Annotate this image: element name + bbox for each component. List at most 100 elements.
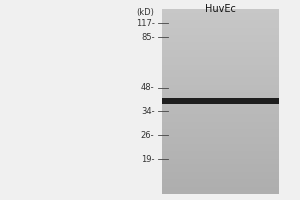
Bar xyxy=(162,176,279,177)
Bar xyxy=(162,74,279,76)
Bar xyxy=(162,183,279,185)
Bar xyxy=(162,157,279,159)
Bar xyxy=(162,92,279,94)
Bar xyxy=(162,70,279,72)
Bar xyxy=(162,124,279,126)
Bar xyxy=(162,187,279,188)
Bar xyxy=(162,179,279,181)
Bar xyxy=(162,42,279,44)
Text: 34-: 34- xyxy=(141,107,154,116)
Bar xyxy=(162,16,279,18)
Bar xyxy=(162,161,279,163)
Text: 117-: 117- xyxy=(136,19,154,27)
Bar xyxy=(162,133,279,135)
Bar xyxy=(162,76,279,77)
Bar xyxy=(162,114,279,116)
Text: 19-: 19- xyxy=(141,154,154,164)
Bar xyxy=(162,63,279,64)
Bar xyxy=(162,83,279,85)
Bar xyxy=(162,150,279,151)
Bar xyxy=(162,135,279,137)
Bar xyxy=(162,185,279,187)
Bar xyxy=(162,153,279,155)
Bar xyxy=(162,172,279,174)
Bar xyxy=(162,26,279,27)
Bar xyxy=(162,22,279,24)
Bar xyxy=(162,46,279,48)
Bar xyxy=(162,39,279,40)
Bar xyxy=(162,174,279,176)
Bar xyxy=(162,59,279,61)
Bar xyxy=(162,159,279,161)
Bar xyxy=(162,18,279,20)
Bar xyxy=(162,52,279,53)
Bar xyxy=(162,96,279,98)
Bar xyxy=(162,111,279,113)
Bar xyxy=(162,15,279,16)
Bar xyxy=(162,127,279,129)
Bar xyxy=(162,192,279,194)
Bar xyxy=(162,126,279,127)
Bar xyxy=(162,94,279,96)
Bar xyxy=(162,137,279,138)
Bar xyxy=(162,98,279,104)
Bar xyxy=(162,79,279,81)
Bar xyxy=(162,100,279,102)
Text: 48-: 48- xyxy=(141,83,154,92)
Bar xyxy=(162,98,279,100)
Bar xyxy=(162,85,279,87)
Bar xyxy=(162,190,279,192)
Bar xyxy=(162,35,279,37)
Bar xyxy=(162,55,279,57)
Bar xyxy=(162,148,279,150)
Bar xyxy=(162,72,279,74)
Bar xyxy=(162,105,279,107)
Bar xyxy=(162,61,279,63)
Bar xyxy=(162,13,279,15)
Text: (kD): (kD) xyxy=(136,8,154,17)
Bar xyxy=(162,77,279,79)
Bar xyxy=(162,122,279,124)
Bar xyxy=(162,90,279,92)
Text: 26-: 26- xyxy=(141,131,154,140)
Bar xyxy=(162,181,279,183)
Bar xyxy=(162,29,279,31)
Bar xyxy=(162,66,279,68)
Bar xyxy=(162,138,279,140)
Bar xyxy=(162,166,279,168)
Bar xyxy=(162,118,279,120)
Bar xyxy=(162,31,279,33)
Bar xyxy=(162,89,279,90)
Bar xyxy=(162,103,279,105)
Bar xyxy=(162,129,279,131)
Bar xyxy=(162,102,279,103)
Bar xyxy=(162,151,279,153)
Bar xyxy=(162,164,279,166)
Bar xyxy=(162,40,279,42)
Bar xyxy=(162,81,279,83)
Bar xyxy=(162,131,279,133)
Bar xyxy=(162,65,279,66)
Bar xyxy=(162,53,279,55)
Bar xyxy=(162,140,279,142)
Bar xyxy=(162,168,279,170)
Bar xyxy=(162,188,279,190)
Bar xyxy=(162,146,279,148)
Bar xyxy=(162,24,279,26)
Bar xyxy=(162,28,279,29)
Bar xyxy=(162,20,279,22)
Bar xyxy=(162,9,279,11)
Bar xyxy=(162,177,279,179)
Bar xyxy=(162,37,279,39)
Text: 85-: 85- xyxy=(141,32,154,42)
Bar xyxy=(162,116,279,118)
Bar xyxy=(162,44,279,46)
Bar xyxy=(162,144,279,146)
Bar xyxy=(162,120,279,122)
Bar xyxy=(162,11,279,13)
Bar xyxy=(162,163,279,164)
Bar xyxy=(162,109,279,111)
Bar xyxy=(162,68,279,70)
Text: HuvEc: HuvEc xyxy=(205,4,236,14)
Bar xyxy=(162,142,279,144)
